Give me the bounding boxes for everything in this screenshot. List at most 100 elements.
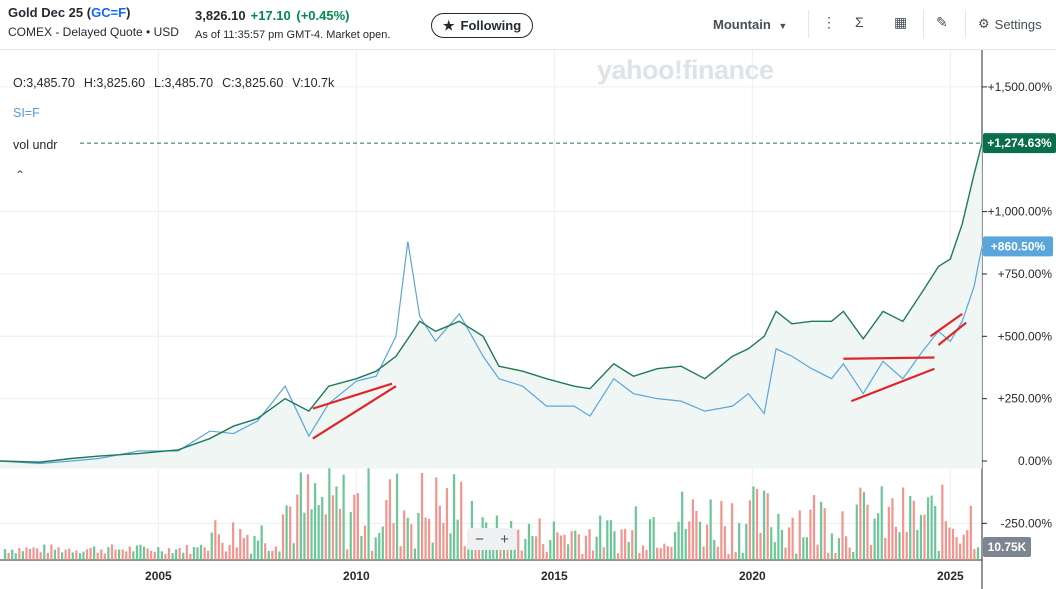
volume-bar <box>884 537 887 560</box>
volume-indicator-label[interactable]: vol undr <box>13 138 58 152</box>
volume-bar <box>727 553 730 560</box>
volume-bar <box>606 520 609 560</box>
volume-bar <box>456 519 459 560</box>
volume-bar <box>385 500 388 560</box>
volume-bar <box>798 510 801 560</box>
following-button[interactable]: ★ Following <box>431 13 533 38</box>
volume-bar <box>616 553 620 560</box>
ticker-link[interactable]: GC=F <box>91 5 127 20</box>
volume-bar <box>784 547 787 560</box>
volume-bar <box>135 545 139 560</box>
volume-bar <box>962 534 965 560</box>
volume-bar <box>128 546 131 560</box>
volume-bar <box>951 528 955 560</box>
events-calendar-icon[interactable]: ▦ <box>894 14 908 30</box>
volume-bar <box>171 553 174 560</box>
volume-bar <box>150 550 153 560</box>
volume-bar <box>353 494 356 560</box>
volume-bar <box>549 540 552 560</box>
quote-header: Gold Dec 25 (GC=F) COMEX - Delayed Quote… <box>0 0 1056 50</box>
volume-bar <box>531 536 534 560</box>
silver-last-badge: +860.50% <box>991 239 1046 253</box>
volume-bar <box>545 551 548 560</box>
collapse-legend-icon[interactable]: ⌃ <box>15 168 26 182</box>
volume-bar <box>802 537 805 560</box>
yahoo-finance-watermark: yahoo!finance <box>597 55 774 85</box>
trendline <box>843 356 935 360</box>
volume-bar <box>36 548 39 560</box>
volume-bar <box>185 545 188 560</box>
volume-bar <box>264 543 267 560</box>
pencil-icon[interactable]: ✎ <box>936 14 948 30</box>
chevron-down-icon: ▼ <box>778 21 788 31</box>
silver-last-badge-bg <box>983 236 1053 257</box>
volume-bar <box>830 533 833 560</box>
indicators-icon[interactable]: Σ <box>855 14 864 30</box>
volume-bar <box>85 549 89 560</box>
volume-bar <box>905 531 908 560</box>
volume-bar <box>32 547 35 560</box>
volume-bar <box>299 472 302 560</box>
volume-bar <box>96 552 99 560</box>
volume-bar <box>773 542 776 560</box>
zoom-controls: − + <box>467 528 517 550</box>
volume-bar <box>570 531 573 560</box>
volume-bar <box>959 543 962 560</box>
zoom-out-button[interactable]: − <box>475 530 484 548</box>
volume-bar <box>527 523 531 560</box>
volume-bar <box>898 532 901 560</box>
volume-bar <box>121 549 124 560</box>
volume-bar <box>862 492 866 560</box>
volume-bar <box>306 474 310 560</box>
volume-bar <box>499 540 502 560</box>
volume-bar <box>28 549 32 560</box>
x-tick-label: 2010 <box>343 569 370 583</box>
series-line-si <box>0 241 983 465</box>
volume-bar <box>887 506 890 560</box>
volume-bar <box>627 542 630 560</box>
volume-bar <box>381 526 384 560</box>
volume-bar <box>417 512 420 560</box>
volume-bar <box>71 552 74 560</box>
instrument-title: Gold Dec 25 (GC=F) <box>8 5 131 20</box>
volume-bar <box>677 521 680 560</box>
volume-bar <box>827 552 830 560</box>
volume-bar <box>413 548 416 560</box>
volume-bar <box>916 529 919 560</box>
zoom-in-button[interactable]: + <box>500 530 509 548</box>
volume-bar <box>780 529 784 560</box>
series-line-gc <box>0 142 983 463</box>
volume-bar <box>534 536 538 560</box>
volume-bar <box>117 549 121 560</box>
y-tick-label: -250.00% <box>1001 516 1053 530</box>
volume-bar <box>303 512 306 560</box>
ohlc-legend: O:3,485.70 H:3,825.60 L:3,485.70 C:3,825.60… <box>13 76 343 90</box>
volume-bar <box>207 550 210 560</box>
timezone-dropdown[interactable]: Mountain ▼ <box>713 17 788 32</box>
volume-bar <box>666 546 670 560</box>
volume-bar <box>214 520 217 560</box>
volume-bar <box>681 491 684 560</box>
comparison-symbol[interactable]: SI=F <box>13 106 40 120</box>
volume-bar <box>716 546 719 560</box>
volume-bar <box>310 509 313 560</box>
volume-bar <box>848 547 851 560</box>
drawing-tools-icon[interactable]: ⋮ <box>822 14 836 30</box>
volume-bar <box>378 533 381 560</box>
volume-bar <box>435 477 438 560</box>
x-tick-label: 2025 <box>937 569 964 583</box>
settings-button[interactable]: ⚙ Settings <box>978 16 1042 32</box>
volume-bar <box>271 550 274 560</box>
volume-bar <box>182 552 185 560</box>
volume-bar <box>477 541 481 560</box>
close-value: C:3,825.60 <box>222 76 284 90</box>
volume-bar <box>403 510 406 560</box>
volume-bar <box>912 500 915 560</box>
volume-bar <box>855 504 858 560</box>
volume-bar <box>877 513 880 560</box>
volume-bar <box>787 527 791 560</box>
volume-bar <box>698 521 702 560</box>
volume-bar <box>281 514 285 560</box>
volume-bar <box>538 518 541 560</box>
